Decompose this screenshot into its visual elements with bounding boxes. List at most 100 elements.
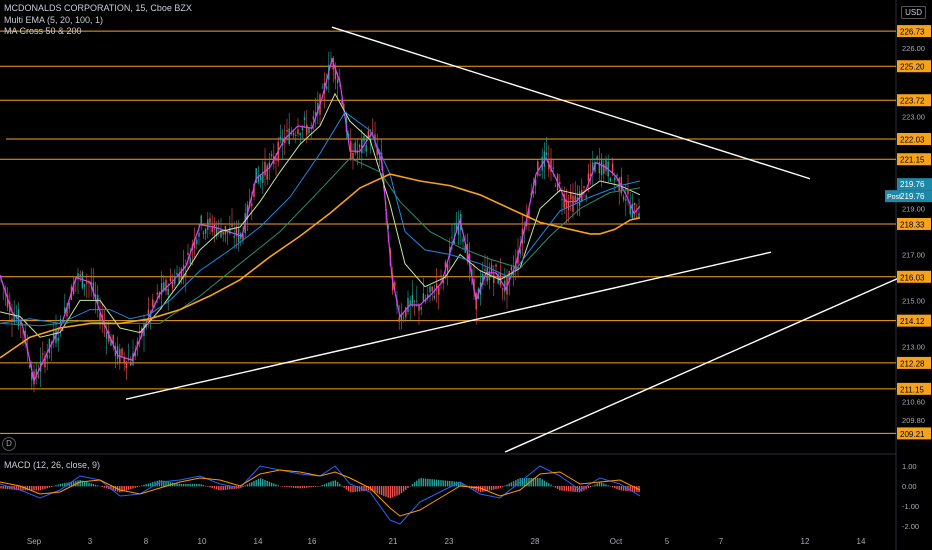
macd-legend[interactable]: MACD (12, 26, close, 9) [4, 460, 101, 470]
ma-line-ma-200 [0, 173, 641, 359]
candle-body [72, 282, 75, 294]
price-tick-label: 226.00 [902, 44, 925, 53]
macd-histogram-bar [253, 481, 255, 487]
candle-body [284, 137, 286, 144]
ma-cross-legend[interactable]: MA Cross 50 & 200 [4, 26, 82, 36]
price-level-badge[interactable] [897, 217, 931, 230]
macd-histogram-bar [376, 486, 378, 494]
candle-body [68, 302, 70, 309]
macd-histogram-bar [352, 486, 354, 493]
macd-histogram-bar [4, 486, 7, 489]
candle-body [596, 156, 598, 160]
ma-line-ema-100 [0, 111, 641, 324]
candle-body [438, 287, 440, 295]
macd-histogram-bar [185, 484, 187, 487]
candle-body [442, 278, 444, 284]
macd-histogram-bar [336, 482, 339, 487]
trendline-lower-ascending-line[interactable] [504, 276, 901, 453]
price-axis[interactable]: 226.73 225.20 223.72 222.03 221.15 218.33 216.… [885, 25, 932, 440]
post-price-badge[interactable] [885, 190, 932, 203]
macd-histogram-bar [176, 483, 178, 487]
candle-body [484, 269, 486, 271]
macd-histogram-bar [332, 480, 334, 487]
candle-body [48, 338, 51, 354]
candle-body [576, 197, 579, 202]
price-level-badge[interactable] [897, 427, 931, 440]
price-levels [0, 30, 896, 434]
currency-label[interactable]: USD [901, 6, 926, 19]
macd-histogram-bar [193, 484, 196, 487]
macd-histogram-bar [424, 478, 427, 487]
macd-histogram-bar [233, 486, 235, 489]
macd-histogram-bar [479, 486, 482, 493]
price-level-badge[interactable] [897, 25, 931, 38]
macd-histogram-bar [57, 484, 59, 487]
macd-histogram-bar [79, 480, 81, 487]
candle-body [185, 273, 187, 277]
candle-body [270, 154, 273, 156]
last-price-badge[interactable] [897, 178, 932, 191]
macd-histogram-bar [435, 479, 438, 487]
macd-histogram-bar [202, 485, 205, 487]
candle-body [288, 128, 290, 145]
macd-histogram-bar [616, 486, 618, 490]
candle-body [429, 286, 431, 293]
macd-histogram-bar [328, 482, 330, 487]
price-tick-label: 213.00 [902, 342, 925, 351]
candle-body [618, 177, 620, 191]
candle-body [537, 161, 539, 176]
candle-body [471, 269, 473, 276]
ma-line-ma-50 [0, 157, 641, 327]
candle-body [255, 168, 257, 183]
multi-ema-legend[interactable]: Multi EMA (5, 20, 100, 1) [4, 15, 104, 25]
macd-histogram-bar [160, 480, 163, 487]
candle-body [193, 238, 196, 248]
price-level-badge[interactable] [897, 60, 931, 73]
price-level-badge[interactable] [897, 356, 931, 369]
macd-histogram-bar [270, 482, 273, 487]
symbol-title[interactable]: MCDONALDS CORPORATION, 15, Cboe BZX [4, 3, 192, 13]
price-level-badge[interactable] [897, 270, 931, 283]
candle-body [110, 338, 112, 346]
macd-histogram-bar [189, 484, 191, 487]
macd-histogram-bar [97, 485, 99, 487]
d-badge-icon[interactable]: D [2, 437, 16, 451]
macd-histogram-bar [598, 482, 601, 487]
macd-histogram-bar [488, 486, 491, 491]
candle-body [609, 177, 612, 182]
macd-histogram-bar [33, 486, 35, 491]
trendlines[interactable] [125, 26, 901, 453]
time-axis[interactable]: Sep 3 8 10 14 16 21 23 28 Oct 5 7 12 14 [27, 537, 866, 546]
macd-histogram-bar [310, 486, 312, 488]
trendline-descending-resistance[interactable] [331, 26, 811, 180]
macd-histogram-bar [636, 486, 638, 493]
macd-histogram-bar [72, 481, 75, 487]
price-level-badge[interactable] [897, 133, 931, 146]
price-level-badge[interactable] [897, 382, 931, 395]
candle-body [286, 129, 288, 132]
macd-histogram-bar [187, 484, 189, 487]
price-level-label: 218.33 [900, 220, 925, 229]
candle-body [211, 227, 213, 232]
candle-body [97, 294, 99, 305]
price-level-badge[interactable] [897, 94, 931, 107]
trendline-ascending-support[interactable] [125, 251, 772, 400]
macd-histogram-bar [559, 486, 561, 491]
candle-body [279, 136, 282, 140]
candle-body [462, 238, 464, 242]
price-level-badge[interactable] [897, 153, 931, 166]
candle-body [409, 300, 411, 306]
candle-body [446, 264, 449, 272]
macd-histogram-bar [429, 479, 431, 487]
candle-body [398, 317, 400, 322]
candle-body [66, 307, 68, 317]
candle-body [114, 346, 117, 357]
last-price-label: 219.76 [900, 180, 925, 189]
macd-histogram-bar [207, 486, 209, 487]
time-tick-label: 7 [719, 537, 724, 546]
macd-histogram-bar [394, 486, 396, 497]
price-level-badge[interactable] [897, 314, 931, 327]
candle-body [108, 331, 110, 342]
macd-pane[interactable]: 1.00 0.00 -1.00 -2.00 [0, 462, 919, 531]
